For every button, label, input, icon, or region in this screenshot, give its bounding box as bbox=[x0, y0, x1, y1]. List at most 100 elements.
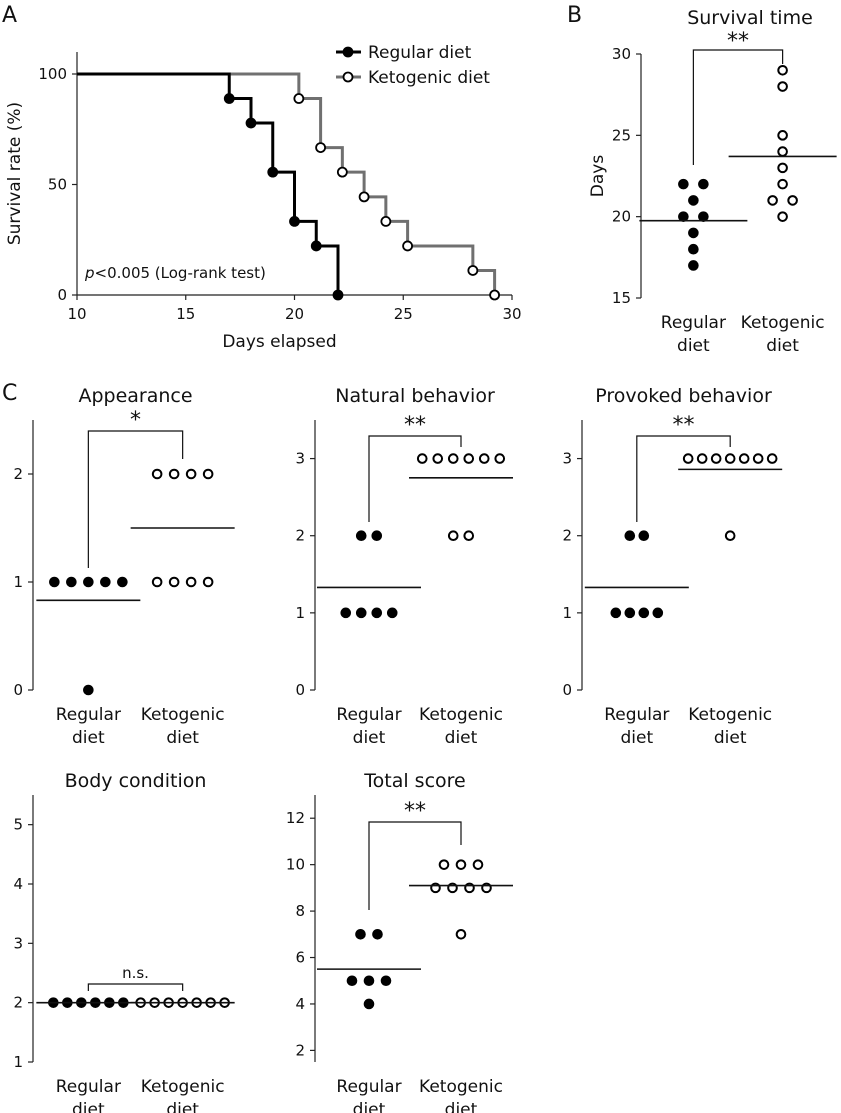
category-label: Ketogenic bbox=[141, 705, 225, 725]
event-marker bbox=[336, 166, 348, 178]
data-point bbox=[202, 468, 214, 480]
data-point bbox=[777, 178, 788, 190]
legend-marker bbox=[342, 71, 354, 83]
event-marker bbox=[223, 93, 235, 104]
data-point bbox=[416, 453, 428, 464]
y-tick-label: 4 bbox=[13, 875, 23, 893]
event-marker bbox=[310, 240, 322, 252]
data-point bbox=[168, 468, 180, 480]
event-marker bbox=[332, 289, 344, 301]
body-condition-chart: 1 2 3 4 5 Body condition Regular diet Ketogenic d… bbox=[13, 770, 235, 1113]
chart-title: Natural behavior bbox=[335, 385, 495, 407]
data-point bbox=[787, 195, 798, 206]
natural-behavior-chart: 0 1 2 3 Natural behavior Regular diet Ketogenic… bbox=[295, 385, 513, 748]
y-tick-label: 25 bbox=[612, 126, 631, 144]
data-point bbox=[777, 146, 788, 157]
event-marker bbox=[267, 166, 279, 178]
event-marker bbox=[402, 240, 414, 252]
data-point bbox=[83, 576, 94, 588]
category-label: Ketogenic bbox=[141, 1077, 225, 1097]
data-point bbox=[168, 576, 180, 588]
data-point bbox=[463, 453, 475, 464]
p-symbol: p bbox=[84, 264, 95, 282]
data-point bbox=[777, 81, 788, 92]
chart-title: Provoked behavior bbox=[595, 385, 772, 407]
data-point bbox=[678, 211, 689, 222]
legend-label: Regular diet bbox=[368, 43, 472, 63]
data-point bbox=[478, 453, 490, 464]
data-point bbox=[710, 453, 722, 464]
x-axis-label: Days elapsed bbox=[222, 332, 336, 352]
y-tick-label: 2 bbox=[295, 1041, 305, 1059]
data-point bbox=[340, 607, 352, 619]
y-tick-label: 12 bbox=[286, 809, 305, 827]
data-point bbox=[49, 576, 60, 588]
significance-bracket bbox=[368, 435, 462, 522]
data-point bbox=[372, 929, 383, 940]
data-point bbox=[355, 607, 367, 619]
significance-label: ** bbox=[727, 29, 749, 54]
p-value-annotation: p<0.005 (Log-rank test) bbox=[84, 264, 266, 282]
event-marker bbox=[489, 289, 501, 301]
category-label: Ketogenic bbox=[741, 313, 825, 333]
category-label: diet bbox=[766, 336, 799, 356]
y-tick-label: 0 bbox=[13, 681, 23, 699]
data-point bbox=[610, 607, 622, 619]
category-label: Regular bbox=[336, 705, 401, 725]
data-point bbox=[117, 576, 128, 588]
category-label: diet bbox=[445, 1100, 478, 1113]
y-tick-label: 10 bbox=[286, 856, 305, 874]
y-axis-label: Days bbox=[588, 155, 608, 198]
data-point bbox=[698, 211, 709, 222]
data-point bbox=[455, 859, 467, 870]
data-point bbox=[371, 607, 383, 619]
y-tick-label: 2 bbox=[562, 527, 572, 545]
significance-label: ** bbox=[404, 799, 426, 824]
data-point bbox=[455, 929, 467, 940]
y-tick-label: 3 bbox=[13, 934, 23, 952]
panel-label-a: A bbox=[2, 3, 17, 28]
data-point bbox=[151, 576, 163, 588]
y-tick-label: 0 bbox=[295, 681, 305, 699]
y-tick-label: 2 bbox=[295, 527, 305, 545]
data-point bbox=[638, 530, 650, 542]
survival-time-chart: 15 20 25 30 Survival time Days Regular diet Keto… bbox=[588, 7, 837, 356]
data-point bbox=[447, 453, 459, 464]
data-point bbox=[752, 453, 764, 464]
data-point bbox=[724, 453, 736, 464]
data-point bbox=[777, 130, 788, 141]
y-tick-label: 4 bbox=[295, 995, 305, 1013]
data-point bbox=[346, 975, 358, 987]
y-tick-label: 3 bbox=[295, 450, 305, 468]
y-tick-label: 100 bbox=[38, 65, 67, 83]
category-label: Regular bbox=[604, 705, 669, 725]
y-tick-label: 1 bbox=[295, 604, 305, 622]
y-axis-label: Survival rate (%) bbox=[5, 102, 25, 245]
data-point bbox=[698, 178, 709, 190]
data-point bbox=[688, 227, 699, 239]
data-point bbox=[777, 64, 788, 76]
data-point bbox=[371, 530, 383, 542]
data-point bbox=[682, 453, 694, 464]
category-label: Ketogenic bbox=[419, 1077, 503, 1097]
significance-label: n.s. bbox=[122, 964, 149, 982]
category-label: diet bbox=[620, 728, 653, 748]
x-tick-label: 10 bbox=[67, 305, 86, 323]
data-point bbox=[738, 453, 750, 464]
y-tick-label: 3 bbox=[562, 450, 572, 468]
y-tick-label: 30 bbox=[612, 45, 631, 63]
provoked-behavior-chart: 0 1 2 3 Provoked behavior Regular diet Ketogeni… bbox=[562, 385, 783, 748]
y-tick-label: 6 bbox=[295, 949, 305, 967]
data-point bbox=[724, 530, 736, 542]
data-point bbox=[688, 195, 699, 206]
data-point bbox=[185, 576, 197, 588]
significance-bracket bbox=[368, 821, 462, 910]
significance-label: * bbox=[130, 408, 141, 433]
category-label: Regular bbox=[661, 313, 726, 333]
p-value-text: <0.005 (Log-rank test) bbox=[95, 264, 266, 282]
chart-title: Survival time bbox=[687, 7, 813, 29]
significance-bracket bbox=[636, 435, 731, 522]
category-label: Ketogenic bbox=[419, 705, 503, 725]
data-point bbox=[472, 859, 484, 870]
